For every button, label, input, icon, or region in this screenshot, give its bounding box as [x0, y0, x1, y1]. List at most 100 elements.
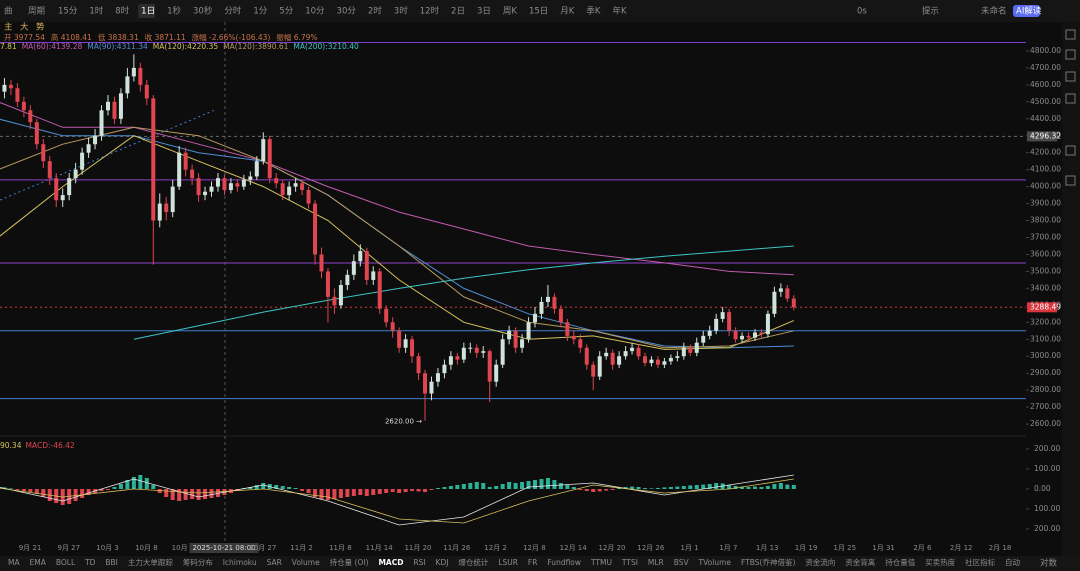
icon[interactable] [1065, 29, 1076, 40]
indicator-tab[interactable]: 资金流向 [805, 557, 835, 567]
x-tick-label: 10月 15 [172, 544, 199, 552]
indicator-tab[interactable]: 社区指标 [965, 557, 995, 567]
macd-bar [571, 487, 576, 489]
indicator-tab[interactable]: Volume [292, 558, 320, 567]
indicator-tab[interactable]: Ichimoku [223, 558, 257, 567]
ai-button[interactable] [1013, 5, 1040, 17]
indicator-icon[interactable]: 势 [36, 22, 45, 33]
macd-bar [390, 489, 395, 492]
indicator-tab[interactable]: MACD [378, 558, 403, 567]
interval[interactable]: 10分 [305, 7, 325, 17]
indicator-tab[interactable]: BOLL [56, 558, 76, 567]
candle-body [520, 339, 525, 348]
indicator-tab[interactable]: Fundflow [547, 558, 581, 567]
macd-bar [293, 488, 298, 489]
interval[interactable]: 1时 [89, 6, 103, 17]
indicator-tab[interactable]: MA [8, 558, 20, 567]
indicator-tab[interactable]: TD [84, 558, 96, 567]
macd-bar [397, 489, 402, 493]
indicator-icon[interactable]: 主 [4, 22, 13, 33]
indicator-tab[interactable]: 爆仓统计 [458, 557, 488, 567]
icon[interactable] [1065, 49, 1076, 60]
candle-body [727, 312, 732, 331]
macd-bar [170, 489, 175, 500]
interval[interactable]: 8时 [115, 6, 129, 17]
interval[interactable]: 3时 [394, 6, 408, 17]
interval[interactable]: 30分 [337, 7, 357, 17]
indicator-tab[interactable]: 持仓量值 [885, 557, 915, 567]
log-toggle[interactable]: 对数 [1040, 558, 1058, 569]
macd-bar [177, 489, 182, 501]
interval[interactable]: 2时 [368, 6, 382, 17]
candle-body [364, 251, 369, 280]
icon[interactable] [1065, 145, 1076, 156]
interval[interactable]: 12时 [420, 6, 440, 17]
candle-body [170, 186, 175, 213]
macd-bar [319, 489, 324, 499]
period-label[interactable]: 周期 [28, 7, 45, 17]
macd-bar [313, 489, 318, 497]
icon[interactable] [1065, 175, 1076, 186]
indicator-tab[interactable]: TVolume [698, 558, 732, 567]
candle-body [649, 359, 654, 364]
indicator-tab[interactable]: 筹码分布 [183, 557, 213, 567]
indicator-icon[interactable]: 大 [20, 22, 29, 33]
interval[interactable]: 月K [560, 7, 575, 17]
app-icon[interactable]: 曲 [4, 6, 13, 17]
indicator-tab[interactable]: MLR [648, 558, 664, 567]
layout-name[interactable]: 未命名 [981, 6, 1007, 17]
interval[interactable]: 15分 [58, 7, 78, 17]
indicator-tab[interactable]: 资金背离 [845, 557, 875, 567]
y-tick-label: 2600.00 [1030, 419, 1061, 428]
indicator-tab[interactable]: RSI [413, 558, 425, 567]
interval[interactable]: 30秒 [193, 6, 213, 17]
indicator-tab[interactable]: KDJ [436, 558, 449, 567]
indicator-tab[interactable]: TTMU [590, 558, 612, 567]
interval[interactable]: 3日 [477, 7, 491, 17]
indicator-tab[interactable]: BBI [105, 558, 118, 567]
indicator-tab[interactable]: BSV [674, 558, 690, 567]
indicator-tab[interactable]: 主力大单跟踪 [128, 557, 173, 567]
price-tag-label: 4296.32 [1030, 131, 1061, 140]
indicator-tab[interactable]: TTSI [621, 558, 638, 567]
y-tick-label: 2700.00 [1030, 402, 1061, 411]
candle-body [617, 356, 622, 365]
candle-body [526, 322, 531, 340]
interval[interactable]: 周K [503, 7, 518, 17]
macd-bar [681, 486, 686, 489]
macd-bar [688, 485, 693, 489]
interval[interactable]: 15日 [529, 7, 548, 17]
indicator-tab[interactable]: EMA [30, 558, 47, 567]
interval[interactable]: 季K [586, 6, 601, 17]
indicator-tab[interactable]: FTBS(乔神借鉴) [741, 557, 795, 567]
interval[interactable]: 5分 [279, 7, 293, 17]
x-tick-label: 11月 8 [329, 544, 352, 552]
candle-body [112, 101, 117, 119]
indicator-tab[interactable]: 买卖热度 [925, 557, 955, 567]
x-tick-label: 10月 27 [249, 544, 276, 552]
indicator-tab[interactable]: LSUR [498, 558, 518, 567]
sidebar [1062, 22, 1080, 556]
candle-body [164, 203, 169, 213]
candle-body [105, 101, 110, 111]
hint[interactable]: 提示 [922, 6, 939, 17]
ai-label[interactable]: AI解读 [1016, 6, 1042, 17]
interval[interactable]: 分时 [224, 6, 242, 17]
indicator-tab[interactable]: FR [528, 558, 538, 567]
icon[interactable] [1065, 71, 1076, 82]
interval[interactable]: 1秒 [167, 6, 181, 17]
candle-body [397, 330, 402, 348]
indicator-tab[interactable]: SAR [267, 558, 282, 567]
indicator-tab[interactable]: 持仓量 (OI) [330, 557, 369, 567]
macd-bar [455, 485, 460, 489]
interval[interactable]: 1分 [253, 7, 267, 17]
candle-body [694, 342, 699, 353]
candle-body [306, 190, 311, 204]
icon[interactable] [1065, 93, 1076, 104]
interval[interactable]: 2日 [451, 7, 465, 17]
timer: 0s [857, 7, 867, 17]
interval[interactable]: 年K [612, 6, 627, 17]
indicator-tab[interactable]: 自动 [1005, 557, 1020, 567]
interval[interactable]: 1日 [141, 7, 155, 17]
